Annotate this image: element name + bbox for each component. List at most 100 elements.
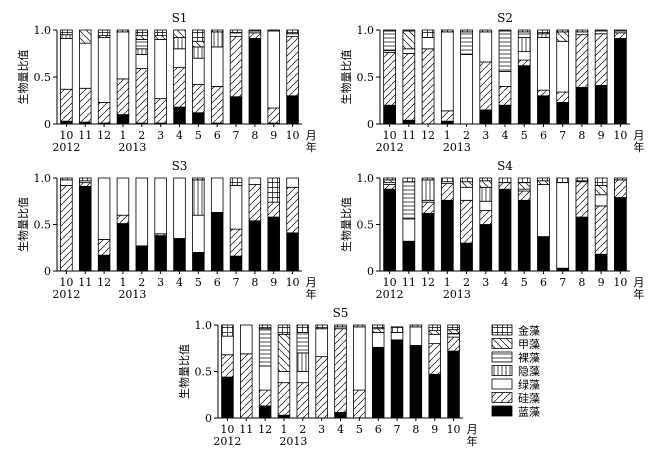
bar-segment <box>258 365 272 391</box>
bar-segment <box>315 328 328 358</box>
bar-segment <box>173 177 186 239</box>
bar-segment <box>614 197 627 272</box>
bar-segment <box>135 245 149 272</box>
legend-label-luozao: 裸藻 <box>518 351 540 365</box>
month-unit-label: 月 <box>306 276 317 289</box>
bar-segment <box>421 201 435 214</box>
bar-segment <box>614 177 627 181</box>
bar-segment <box>479 31 493 63</box>
y-tick-label: 1.0 <box>195 319 213 332</box>
bar-segment <box>390 332 404 341</box>
bar-segment <box>315 356 328 419</box>
x-tick-label: 1 <box>280 423 287 436</box>
bar-segment <box>248 32 262 39</box>
bar-segment <box>537 29 550 35</box>
bar-segment <box>277 333 291 372</box>
x-tick-label: 3 <box>318 423 325 436</box>
bar-segment <box>229 32 243 37</box>
x-tick-label: 10 <box>383 276 397 289</box>
bar-segment <box>383 52 396 106</box>
bar-segment <box>135 35 149 40</box>
bar-segment <box>556 177 570 184</box>
bar-segment <box>460 31 473 55</box>
bar-segment <box>60 38 73 90</box>
bar-segment <box>154 39 167 100</box>
bar-segment <box>296 352 310 372</box>
bar-segment <box>258 324 272 330</box>
bar-segment <box>428 343 441 375</box>
y-tick-label: 1.0 <box>357 172 375 185</box>
bar-segment <box>79 87 92 123</box>
y-tick-label: 0 <box>44 265 51 278</box>
bar-segment <box>192 29 205 42</box>
x-tick-label: 9 <box>270 276 277 289</box>
bar-segment <box>556 40 570 93</box>
legend-label-lvzao: 绿藻 <box>518 378 540 392</box>
bar-segment <box>517 29 531 33</box>
bar-segment <box>383 177 396 181</box>
bar-segment <box>296 371 310 384</box>
bar-segment <box>258 328 272 367</box>
bar-segment <box>286 29 299 35</box>
bar-segment <box>594 205 608 255</box>
x-tick-label: 4 <box>502 129 509 142</box>
y-tick-label: 0 <box>367 265 374 278</box>
x-tick-label: 12 <box>258 423 272 436</box>
bar-segment <box>556 31 570 42</box>
x-tick-label: 10 <box>59 129 73 142</box>
bar-segment <box>60 177 73 181</box>
bar-segment <box>479 224 493 272</box>
bar-segment <box>248 184 262 222</box>
bar-segment <box>154 98 167 124</box>
y-axis-label: 生物量比值 <box>339 50 353 105</box>
bar-segment <box>286 36 299 97</box>
x-tick-label: 4 <box>337 423 344 436</box>
bar-segment <box>286 95 299 125</box>
x-tick-label: 7 <box>394 423 401 436</box>
year-label: 2013 <box>443 288 471 301</box>
x-tick-label: 8 <box>251 129 258 142</box>
bar-segment <box>60 34 73 39</box>
bar-segment <box>421 177 435 181</box>
bar-segment <box>221 324 234 337</box>
bar-segment <box>517 65 531 125</box>
bar-segment <box>258 389 272 407</box>
y-tick-label: 1.0 <box>357 24 375 37</box>
bar-segment <box>447 324 460 331</box>
bar-segment <box>447 329 460 334</box>
bar-segment <box>192 46 205 59</box>
bar-segment <box>594 30 608 35</box>
bar-segment <box>334 412 347 419</box>
y-axis-label: 生物量比值 <box>339 197 353 252</box>
legend-swatch-lvzao <box>491 378 513 390</box>
x-tick-label: 10 <box>59 276 73 289</box>
bar-segment <box>409 324 423 328</box>
bar-segment <box>517 182 531 190</box>
year-label: 2012 <box>213 435 241 448</box>
legend-swatch-luozao <box>491 351 513 363</box>
bar-segment <box>479 29 493 33</box>
bar-segment <box>402 177 416 183</box>
bar-segment <box>390 326 404 333</box>
bar-segment <box>440 31 454 112</box>
bar-segment <box>556 91 570 103</box>
bar-segment <box>192 214 205 253</box>
bar-segment <box>267 216 280 272</box>
bar-segment <box>440 29 454 33</box>
x-tick-label: 3 <box>157 129 164 142</box>
bar-segment <box>248 29 262 32</box>
x-tick-label: 12 <box>421 129 435 142</box>
x-tick-label: 7 <box>559 129 566 142</box>
bar-segment <box>402 218 416 242</box>
year-unit-label: 年 <box>467 434 478 448</box>
bar-segment <box>60 179 73 186</box>
x-tick-label: 8 <box>578 276 585 289</box>
bar-segment <box>498 86 512 106</box>
bar-segment <box>575 216 589 272</box>
bar-segment <box>556 29 570 33</box>
bar-segment <box>517 37 531 53</box>
